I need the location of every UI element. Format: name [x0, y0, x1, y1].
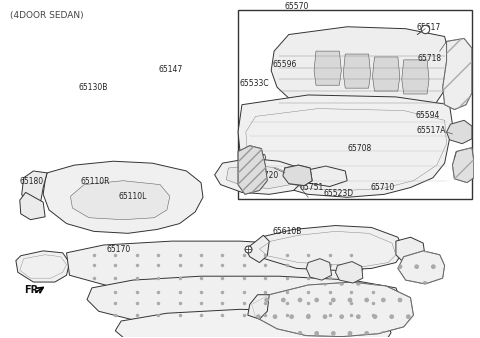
Text: 65517A: 65517A [417, 126, 446, 135]
Text: 65570: 65570 [285, 2, 309, 11]
Polygon shape [238, 95, 453, 197]
Polygon shape [20, 192, 45, 220]
Polygon shape [453, 148, 474, 183]
Text: FR.: FR. [24, 285, 42, 295]
Polygon shape [22, 171, 47, 210]
Polygon shape [443, 39, 472, 110]
Bar [238, 10, 472, 199]
Polygon shape [115, 309, 391, 338]
Text: 65596: 65596 [273, 61, 297, 69]
Text: 65517: 65517 [417, 23, 441, 31]
Text: 65594: 65594 [415, 112, 440, 120]
Text: 65130B: 65130B [79, 83, 108, 93]
Polygon shape [372, 57, 400, 91]
Polygon shape [43, 161, 203, 233]
Polygon shape [303, 166, 347, 187]
Polygon shape [71, 181, 170, 220]
Polygon shape [283, 165, 312, 186]
Polygon shape [215, 158, 303, 194]
Text: 65180: 65180 [19, 177, 43, 186]
Polygon shape [314, 51, 341, 85]
Text: 65718: 65718 [418, 54, 442, 63]
Polygon shape [402, 60, 429, 94]
Polygon shape [271, 27, 449, 116]
Text: 65751: 65751 [300, 183, 324, 192]
Polygon shape [67, 241, 365, 290]
Polygon shape [398, 251, 444, 284]
Text: 65533C: 65533C [240, 78, 270, 88]
Polygon shape [446, 120, 472, 144]
Polygon shape [396, 237, 425, 265]
Polygon shape [87, 276, 401, 325]
Polygon shape [16, 251, 70, 282]
Text: 65147: 65147 [158, 65, 182, 74]
Polygon shape [248, 295, 269, 319]
Polygon shape [252, 282, 413, 337]
Text: 65780: 65780 [242, 154, 266, 163]
Polygon shape [246, 235, 269, 263]
Text: 65110L: 65110L [119, 192, 147, 201]
Text: 65720: 65720 [254, 171, 278, 180]
Polygon shape [227, 165, 294, 189]
Polygon shape [306, 259, 332, 280]
Text: 65170: 65170 [106, 245, 131, 254]
Text: 65110R: 65110R [81, 177, 110, 186]
Text: 65710: 65710 [371, 183, 395, 192]
Text: 65610B: 65610B [273, 227, 302, 236]
Text: 65523D: 65523D [323, 189, 353, 198]
Polygon shape [336, 262, 363, 283]
Polygon shape [238, 146, 267, 194]
Polygon shape [343, 54, 371, 88]
Text: (4DOOR SEDAN): (4DOOR SEDAN) [10, 11, 84, 20]
Text: 65708: 65708 [348, 144, 372, 153]
Polygon shape [255, 225, 404, 270]
